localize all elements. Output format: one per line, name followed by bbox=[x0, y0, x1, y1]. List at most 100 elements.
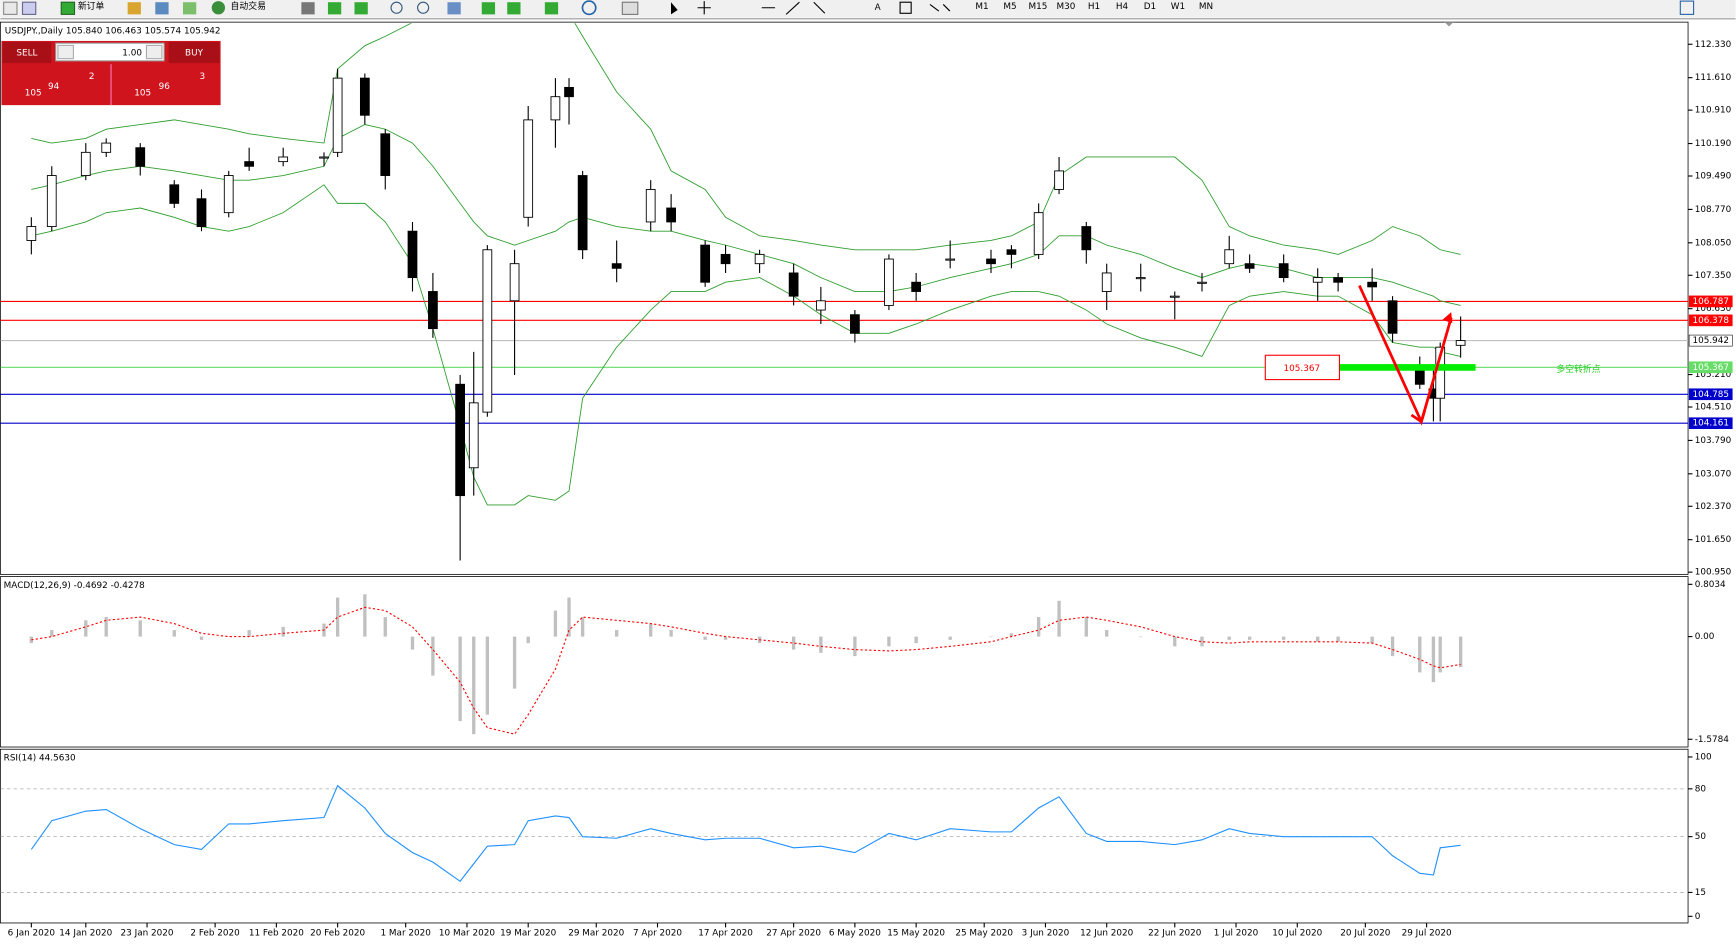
price-plot bbox=[0, 23, 1689, 561]
macd-bar bbox=[1009, 633, 1014, 637]
x-tick-label: 17 Apr 2020 bbox=[698, 928, 753, 938]
level-callout: 105.367 bbox=[1284, 364, 1321, 374]
lots-value[interactable]: 1.00 bbox=[122, 49, 142, 59]
toolbar bbox=[0, 0, 1736, 18]
macd-bar bbox=[669, 630, 673, 637]
candle-body bbox=[1333, 277, 1343, 283]
macd-tick-label: 0.8034 bbox=[1695, 580, 1726, 590]
macd-bar bbox=[383, 617, 387, 637]
price-level-label: 105.367 bbox=[1692, 363, 1729, 373]
candle-body bbox=[815, 300, 826, 311]
macd-bar bbox=[1431, 636, 1436, 683]
y-tick-label: 106.630 bbox=[1695, 304, 1732, 314]
y-tick-label: 107.350 bbox=[1695, 271, 1732, 281]
ask-fraction[interactable]: 3 bbox=[200, 72, 206, 82]
macd-bar bbox=[791, 636, 796, 650]
candle-body bbox=[1367, 281, 1378, 288]
price-level-tag bbox=[1688, 295, 1733, 308]
buy-label[interactable]: BUY bbox=[185, 49, 204, 59]
toolbar-icons: A bbox=[3, 0, 1695, 16]
ask-pips[interactable]: 96 bbox=[159, 82, 171, 92]
new-order-label[interactable]: 新订单 bbox=[78, 0, 105, 12]
timeframe-button[interactable]: M30 bbox=[1057, 2, 1076, 12]
x-tick-label: 23 Jan 2020 bbox=[121, 928, 174, 938]
macd-bar bbox=[50, 630, 54, 637]
macd-bar bbox=[649, 623, 653, 637]
candle-body bbox=[645, 189, 656, 223]
macd-bar bbox=[1282, 636, 1286, 640]
candle-body bbox=[1197, 281, 1207, 284]
sell-label[interactable]: SELL bbox=[16, 49, 37, 59]
axes: 112.330 111.610 110.910 110.190 109.490 108.7… bbox=[8, 40, 1733, 938]
candle-body bbox=[1278, 263, 1289, 279]
candle-body bbox=[1244, 263, 1255, 269]
macd-bar bbox=[247, 630, 251, 637]
x-tick-label: 14 Jan 2020 bbox=[59, 928, 112, 938]
bid-pips[interactable]: 94 bbox=[48, 82, 60, 92]
rsi-panel bbox=[0, 748, 1689, 924]
x-tick-label: 20 Jul 2020 bbox=[1340, 928, 1390, 938]
y-tick-label: 112.330 bbox=[1695, 40, 1732, 50]
auto-trading-label[interactable]: 自动交易 bbox=[231, 0, 266, 12]
macd-bar bbox=[29, 636, 34, 644]
macd-bar bbox=[512, 636, 517, 689]
rsi-tick-label: 0 bbox=[1695, 912, 1701, 922]
rsi-line bbox=[30, 784, 1461, 883]
candle-body bbox=[26, 226, 37, 241]
candle-body bbox=[332, 77, 343, 153]
price-level-label: 105.942 bbox=[1692, 336, 1729, 346]
sell-button[interactable] bbox=[2, 42, 52, 64]
candle-body bbox=[509, 263, 520, 302]
x-tick-label: 10 Jul 2020 bbox=[1272, 928, 1322, 938]
bollinger-lower bbox=[31, 184, 1461, 506]
y-tick-label: 109.490 bbox=[1695, 172, 1732, 182]
macd-bar bbox=[853, 636, 857, 657]
macd-bar bbox=[84, 620, 88, 637]
ask-big[interactable]: 105 bbox=[134, 88, 151, 98]
x-tick-label: 19 Mar 2020 bbox=[500, 928, 556, 938]
macd-bar bbox=[281, 626, 285, 637]
price-level-tag bbox=[1688, 417, 1733, 430]
rsi-plot bbox=[0, 784, 1689, 893]
x-tick-label: 2 Feb 2020 bbox=[190, 928, 240, 938]
y-tick-label: 104.510 bbox=[1695, 403, 1732, 413]
timeframe-button[interactable]: M15 bbox=[1029, 2, 1048, 12]
macd-bar bbox=[723, 636, 728, 640]
lots-input[interactable] bbox=[55, 42, 165, 62]
candle-body bbox=[945, 258, 956, 261]
macd-bar bbox=[580, 617, 585, 637]
timeframe-button[interactable]: M1 bbox=[975, 2, 988, 12]
macd-plot bbox=[29, 594, 1463, 735]
macd-bar bbox=[989, 636, 993, 638]
pivot-annotation: 多空转折点 bbox=[1556, 363, 1600, 375]
timeframe-button[interactable]: W1 bbox=[1171, 2, 1185, 12]
bid-big[interactable]: 105 bbox=[25, 88, 42, 98]
candle-body bbox=[223, 175, 234, 214]
timeframe-button[interactable]: D1 bbox=[1144, 2, 1156, 12]
macd-bar bbox=[526, 636, 530, 644]
timeframe-button[interactable]: H1 bbox=[1088, 2, 1100, 12]
y-tick-label: 100.950 bbox=[1695, 568, 1732, 578]
macd-bar bbox=[472, 636, 476, 735]
candle-body bbox=[611, 263, 622, 269]
macd-bar bbox=[363, 594, 367, 637]
price-level-label: 104.785 bbox=[1692, 390, 1729, 400]
candle-body bbox=[244, 161, 255, 167]
buy-button[interactable] bbox=[168, 42, 220, 64]
timeframe-button[interactable]: MN bbox=[1199, 2, 1213, 12]
macd-signal bbox=[31, 606, 1461, 735]
candle-body bbox=[380, 133, 391, 176]
macd-bar bbox=[1139, 636, 1143, 638]
bid-fraction[interactable]: 2 bbox=[89, 72, 95, 82]
timeframe-button[interactable]: H4 bbox=[1116, 2, 1129, 12]
candle-body bbox=[1169, 295, 1180, 298]
macd-bar bbox=[1247, 636, 1252, 640]
macd-bar bbox=[1057, 600, 1061, 637]
macd-bar bbox=[615, 630, 619, 637]
candle-body bbox=[359, 77, 370, 116]
candle-body bbox=[1387, 300, 1398, 334]
timeframe-button[interactable]: M5 bbox=[1003, 2, 1016, 12]
candle-body bbox=[1033, 212, 1044, 255]
macd-bar bbox=[1173, 636, 1177, 647]
macd-bar bbox=[227, 636, 231, 638]
